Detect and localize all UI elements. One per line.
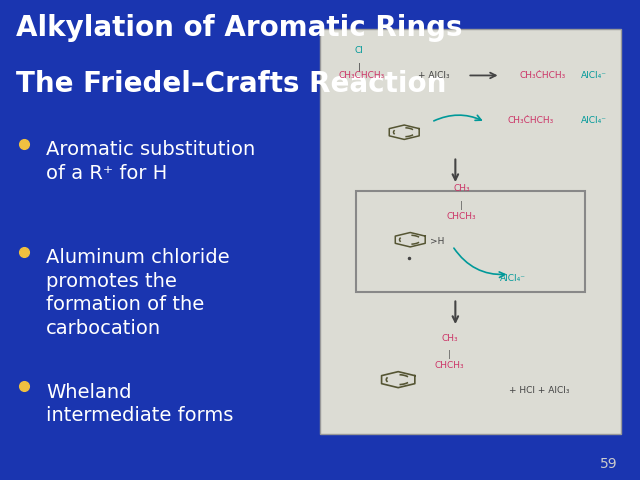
Text: CHCH₃: CHCH₃: [435, 361, 464, 371]
Text: AlCl₄⁻: AlCl₄⁻: [580, 71, 607, 80]
Text: CHCH₃: CHCH₃: [447, 212, 476, 221]
Text: + AlCl₃: + AlCl₃: [419, 71, 450, 80]
Text: |: |: [448, 350, 451, 360]
Text: CH₃: CH₃: [441, 334, 458, 343]
Text: CH₃: CH₃: [453, 184, 470, 193]
Text: |: |: [358, 63, 360, 72]
Text: The Friedel–Crafts Reaction: The Friedel–Crafts Reaction: [16, 70, 446, 97]
FancyBboxPatch shape: [320, 29, 621, 434]
Text: + HCl + AlCl₃: + HCl + AlCl₃: [509, 386, 570, 395]
Text: Cl: Cl: [355, 46, 364, 55]
Text: CH₃ĊHCH₃: CH₃ĊHCH₃: [520, 71, 566, 80]
Text: CH₃ĊHCH₃: CH₃ĊHCH₃: [508, 116, 554, 125]
Text: Wheland
intermediate forms: Wheland intermediate forms: [46, 383, 234, 425]
Text: |: |: [460, 201, 463, 210]
Text: Aromatic substitution
of a R⁺ for H: Aromatic substitution of a R⁺ for H: [46, 140, 255, 183]
Text: AlCl₄⁻: AlCl₄⁻: [499, 274, 525, 283]
Text: Aluminum chloride
promotes the
formation of the
carbocation: Aluminum chloride promotes the formation…: [46, 248, 230, 337]
Text: CH₃CHCH₃: CH₃CHCH₃: [339, 71, 385, 80]
Text: >H: >H: [430, 237, 445, 246]
Text: Alkylation of Aromatic Rings: Alkylation of Aromatic Rings: [16, 14, 463, 42]
Text: AlCl₄⁻: AlCl₄⁻: [580, 116, 607, 125]
Text: 59: 59: [600, 457, 618, 471]
